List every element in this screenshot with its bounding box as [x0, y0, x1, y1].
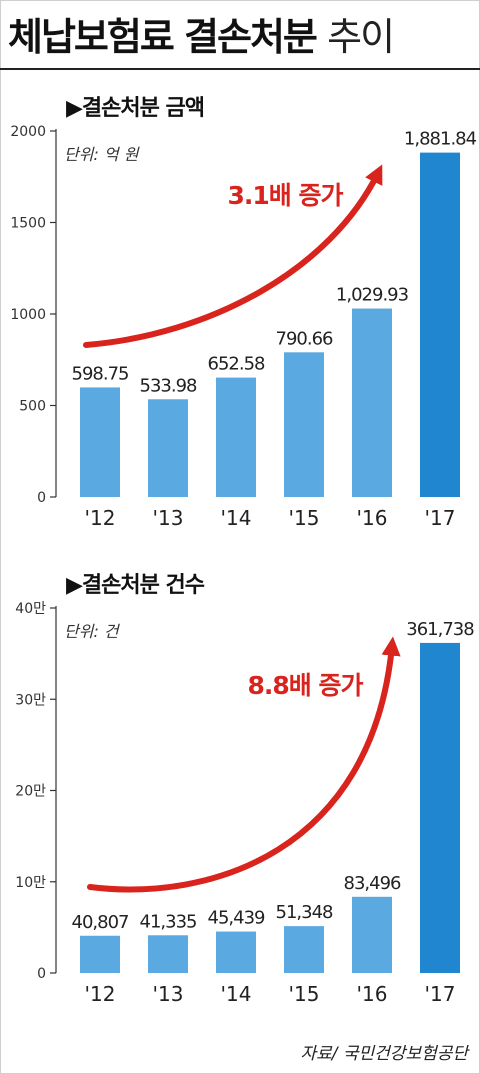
title-light: 추이 — [327, 15, 395, 59]
x-tick-label: '15 — [289, 982, 320, 1006]
bar — [284, 926, 324, 973]
data-label: 51,348 — [276, 902, 334, 923]
x-tick-label: '13 — [153, 506, 184, 530]
y-tick-label: 10만 — [15, 875, 46, 891]
bar — [352, 308, 392, 497]
x-tick-label: '12 — [85, 982, 116, 1006]
data-label: 652.58 — [208, 354, 266, 375]
data-label: 1,881.84 — [404, 129, 477, 150]
bar — [420, 642, 460, 973]
x-tick-label: '17 — [425, 506, 456, 530]
x-tick-label: '14 — [221, 982, 252, 1006]
amount-chart: 0 500 1000 1500 2000 598.75 '12 533.98 '13 652.58… — [10, 124, 477, 530]
x-tick-label: '17 — [425, 982, 456, 1006]
chart2-unit: 단위: 건 — [64, 622, 119, 641]
y-tick-label: 1500 — [10, 216, 46, 232]
y-tick-label: 1000 — [10, 307, 46, 323]
bar — [148, 399, 188, 497]
x-tick-label: '13 — [153, 982, 184, 1006]
x-tick-label: '12 — [85, 506, 116, 530]
data-label: 40,807 — [72, 912, 129, 933]
data-label: 598.75 — [72, 363, 129, 384]
bar — [420, 152, 460, 497]
annotation: 3.1배 증가 — [228, 181, 344, 210]
source-note: 자료/ 국민건강보험공단 — [300, 1044, 468, 1064]
bar — [148, 935, 188, 973]
page-title: 체납보험료 결손처분 추이 — [8, 6, 395, 61]
y-tick-label: 30만 — [15, 692, 46, 708]
bar — [352, 896, 392, 973]
y-tick-label: 0 — [37, 966, 46, 982]
x-tick-label: '14 — [221, 506, 252, 530]
chart1-unit: 단위: 억 원 — [64, 145, 139, 164]
data-label: 1,029.93 — [336, 285, 409, 306]
data-label: 83,496 — [344, 873, 402, 894]
bar — [216, 931, 256, 973]
data-label: 41,335 — [140, 911, 197, 932]
y-tick-label: 40만 — [15, 601, 46, 617]
y-tick-label: 2000 — [10, 124, 46, 140]
data-label: 361,738 — [406, 619, 474, 640]
growth-arrow — [87, 636, 401, 893]
data-label: 45,439 — [208, 908, 266, 929]
annotation: 8.8배 증가 — [248, 671, 364, 700]
x-tick-label: '15 — [289, 506, 320, 530]
data-label: 790.66 — [276, 328, 334, 349]
bar — [80, 935, 120, 973]
growth-arrow — [83, 164, 383, 348]
bar — [284, 352, 324, 497]
title-main: 체납보험료 결손처분 — [8, 15, 318, 59]
x-tick-label: '16 — [357, 506, 388, 530]
chart2-title: ▶결손처분 건수 — [66, 573, 205, 598]
y-tick-label: 0 — [37, 490, 46, 506]
y-tick-label: 20만 — [15, 784, 46, 800]
chart1-title: ▶결손처분 금액 — [66, 96, 205, 121]
bar — [80, 387, 120, 497]
x-tick-label: '16 — [357, 982, 388, 1006]
y-tick-label: 500 — [19, 399, 46, 415]
count-chart: 0 10만 20만 30만 40만 40,807 '12 41,335 '13 45,439 '14… — [15, 601, 475, 1006]
data-label: 533.98 — [140, 375, 198, 396]
title-rule — [0, 68, 480, 70]
bar — [216, 377, 256, 497]
